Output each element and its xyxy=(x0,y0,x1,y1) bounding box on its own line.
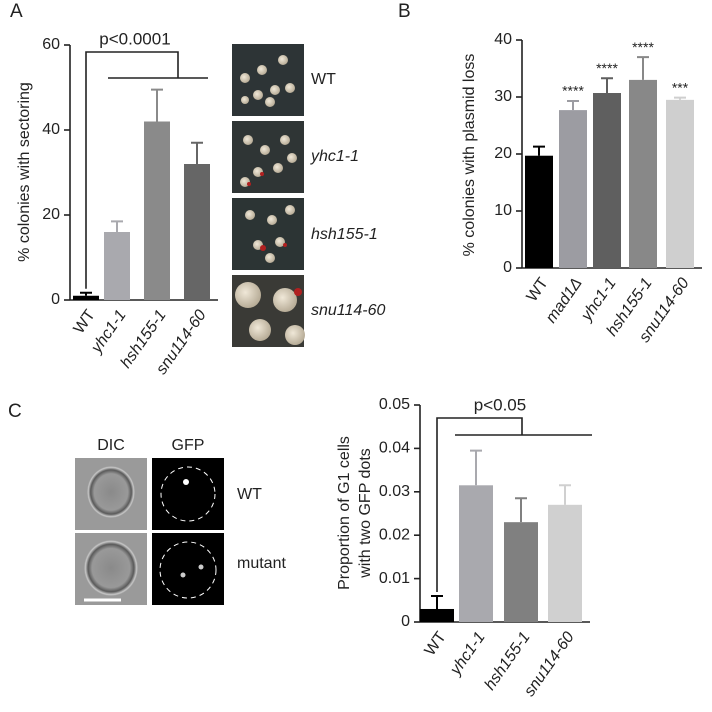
p-value: p<0.05 xyxy=(474,395,526,414)
y-axis-label: Proportion of G1 cells xyxy=(336,436,353,590)
significance-label: *** xyxy=(672,79,689,95)
bar xyxy=(104,232,130,300)
error-bar xyxy=(559,484,571,505)
panel-label: C xyxy=(8,401,22,422)
error-bar xyxy=(637,56,649,80)
y-tick-label: 60 xyxy=(42,36,60,53)
y-tick-label: 20 xyxy=(42,206,60,223)
x-tick-label: WT xyxy=(524,275,552,305)
y-axis-label: with two GFP dots xyxy=(357,448,374,579)
significance-bracket xyxy=(85,51,208,289)
bar xyxy=(73,295,99,300)
bar xyxy=(548,504,582,622)
panel-label: B xyxy=(398,1,411,22)
image-label: snu114-60 xyxy=(311,302,386,319)
y-axis-label: % colonies with plasmid loss xyxy=(461,54,478,257)
error-bar xyxy=(80,291,92,296)
y-tick-label: 0 xyxy=(51,291,60,308)
y-tick-label: 10 xyxy=(494,202,512,219)
y-tick-label: 0.05 xyxy=(379,396,410,413)
row-label: mutant xyxy=(237,555,286,572)
error-bar xyxy=(431,594,443,609)
bar xyxy=(666,99,694,268)
column-label: DIC xyxy=(97,437,125,454)
x-tick-label: mad1Δ xyxy=(543,275,586,326)
error-bar xyxy=(111,220,123,232)
y-tick-label: 0 xyxy=(401,613,410,630)
p-value: p<0.0001 xyxy=(99,29,170,48)
column-label: GFP xyxy=(172,437,205,454)
bar xyxy=(593,93,621,268)
error-bar xyxy=(533,145,545,156)
colony-photos xyxy=(232,44,305,347)
significance-label: **** xyxy=(632,39,654,55)
y-tick-label: 0.02 xyxy=(379,526,410,543)
bar xyxy=(525,155,553,268)
y-axis-label: % colonies with sectoring xyxy=(16,82,33,262)
error-bar xyxy=(601,77,613,94)
x-tick-label: WT xyxy=(71,307,99,337)
error-bar xyxy=(515,497,527,523)
significance-label: **** xyxy=(562,83,584,99)
panel-label: A xyxy=(10,1,23,22)
image-label: hsh155-1 xyxy=(311,226,378,243)
error-bar xyxy=(151,88,163,122)
bar xyxy=(184,164,210,300)
bar xyxy=(420,608,454,622)
image-label: yhc1-1 xyxy=(310,148,359,165)
microscopy-images xyxy=(75,458,224,605)
x-tick-label: WT xyxy=(422,629,450,659)
error-bar xyxy=(567,99,579,111)
y-tick-label: 40 xyxy=(42,121,60,138)
bar xyxy=(629,79,657,269)
y-tick-label: 30 xyxy=(494,88,512,105)
image-label: WT xyxy=(311,71,336,88)
error-bar xyxy=(191,141,203,164)
bar xyxy=(559,110,587,268)
bar xyxy=(459,485,493,622)
error-bar xyxy=(470,449,482,486)
y-tick-label: 0.04 xyxy=(379,440,410,457)
y-tick-label: 0.03 xyxy=(379,483,410,500)
bar xyxy=(144,121,170,300)
significance-label: **** xyxy=(596,60,618,76)
row-label: WT xyxy=(237,486,262,503)
y-tick-label: 0 xyxy=(503,259,512,276)
y-tick-label: 0.01 xyxy=(379,570,410,587)
significance-bracket xyxy=(436,417,592,592)
y-tick-label: 20 xyxy=(494,145,512,162)
error-bar xyxy=(674,96,686,100)
x-tick-label: yhc1-1 xyxy=(447,629,489,679)
y-tick-label: 40 xyxy=(494,31,512,48)
bar xyxy=(504,522,538,622)
